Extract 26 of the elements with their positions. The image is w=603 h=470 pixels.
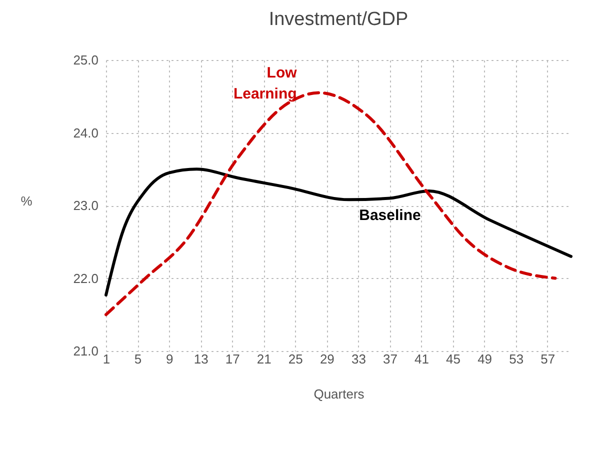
x-tick-label: 33	[351, 352, 366, 366]
line-series	[104, 168, 572, 296]
x-axis-title: Quarters	[314, 386, 365, 402]
x-tick-label: 57	[540, 352, 556, 366]
x-tick-label: 29	[320, 352, 334, 366]
x-tick-label: 9	[166, 352, 174, 366]
series-label: Low Learning	[233, 64, 298, 103]
x-tick-label: 5	[134, 352, 142, 366]
x-tick-label: 13	[194, 352, 208, 366]
y-tick-label: 22.0	[73, 270, 98, 286]
y-tick-label: 23.0	[73, 198, 98, 213]
x-tick-label: 17	[225, 352, 240, 366]
x-tick-label: 1	[102, 352, 110, 366]
y-tick-label: 24.0	[73, 125, 98, 140]
x-tick-label: 37	[382, 352, 398, 366]
x-tick-label: 45	[446, 352, 461, 366]
x-tick-label: 25	[288, 352, 303, 366]
x-tick-label: 41	[414, 352, 429, 366]
y-axis-title: %	[20, 194, 33, 208]
chart-title: Investment/GDP	[268, 9, 408, 30]
x-tick-label: 21	[256, 352, 272, 366]
x-tick-label: 49	[478, 352, 492, 366]
x-tick-label: 53	[509, 352, 524, 366]
y-tick-label: 21.0	[73, 344, 98, 358]
y-tick-label: 25.0	[73, 52, 98, 68]
series-label: Baseline	[359, 206, 421, 224]
